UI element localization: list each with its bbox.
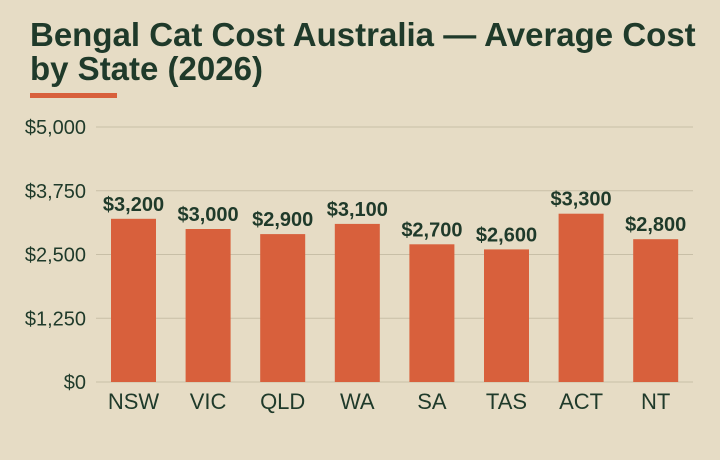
bars <box>111 213 679 382</box>
title-underline <box>30 93 117 98</box>
bar-value-labels: $3,200 $3,000 $2,900 $3,100 $2,700 $2,600 $3,3… <box>103 189 686 247</box>
x-tick-label: NSW <box>108 389 160 414</box>
x-axis-tick-labels: NSW VIC QLD WA SA TAS ACT NT <box>108 389 671 414</box>
x-tick-label: NT <box>641 389 670 414</box>
bar-value-label: $2,700 <box>401 219 462 241</box>
x-tick-label: QLD <box>260 389 305 414</box>
x-tick-label: SA <box>417 389 447 414</box>
y-tick-label: $5,000 <box>25 117 86 139</box>
bar-act <box>558 213 604 382</box>
bar-value-label: $3,100 <box>327 199 388 221</box>
bar-value-label: $3,300 <box>551 189 612 211</box>
bar-nsw <box>111 218 156 382</box>
bar-nt <box>633 239 679 382</box>
x-tick-label: WA <box>340 389 375 414</box>
x-tick-label: ACT <box>559 389 603 414</box>
y-axis-tick-labels: $0 $1,250 $2,500 $3,750 $5,000 <box>25 117 86 394</box>
bar-value-label: $3,000 <box>178 204 239 226</box>
bar-wa <box>334 223 380 382</box>
chart-title: Bengal Cat Cost Australia — Average Cost… <box>30 16 696 87</box>
bar-tas <box>484 249 529 382</box>
bar-value-label: $2,800 <box>625 214 686 236</box>
bar-sa <box>409 244 455 382</box>
bar-vic <box>185 229 231 382</box>
bar-value-label: $2,600 <box>476 224 537 246</box>
y-tick-label: $3,750 <box>25 181 86 203</box>
bar-qld <box>260 234 306 382</box>
y-tick-label: $0 <box>64 372 86 394</box>
bar-value-label: $3,200 <box>103 194 164 216</box>
y-tick-label: $2,500 <box>25 245 86 267</box>
x-tick-label: VIC <box>190 389 227 414</box>
y-tick-label: $1,250 <box>25 308 86 330</box>
x-tick-label: TAS <box>486 389 527 414</box>
bar-value-label: $2,900 <box>252 209 313 231</box>
